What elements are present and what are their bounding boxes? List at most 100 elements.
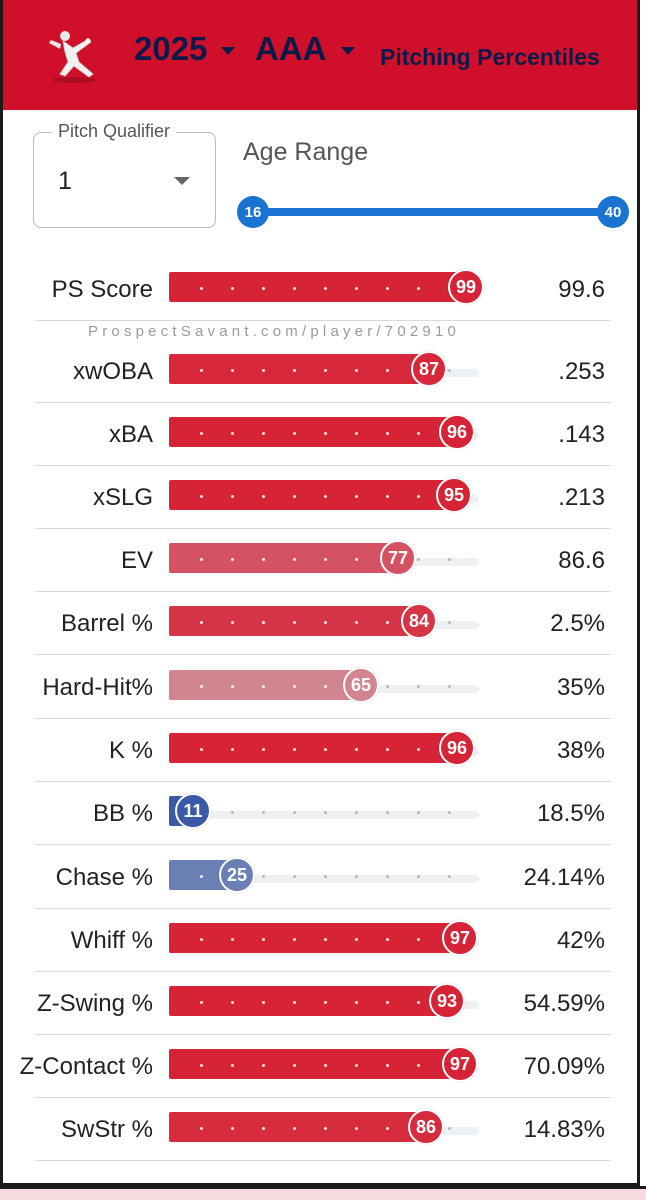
tick-dot xyxy=(231,938,234,941)
stat-label: Z-Swing % xyxy=(36,990,153,1017)
tick-dot xyxy=(386,287,389,290)
percentile-badge: 95 xyxy=(436,477,472,513)
stat-label: PS Score xyxy=(51,276,153,303)
tick-dot xyxy=(355,1001,358,1004)
tick-dot xyxy=(262,432,265,435)
tick-dot xyxy=(417,685,420,688)
tick-dot xyxy=(231,748,234,751)
header-bar: 2025 AAA Pitching Percentiles xyxy=(3,0,637,110)
tick-dot xyxy=(355,938,358,941)
tick-dot xyxy=(200,938,203,941)
stat-value: 24.14% xyxy=(523,864,605,891)
tick-dot xyxy=(293,1064,296,1067)
stat-label: SwStr % xyxy=(60,1116,153,1143)
row-divider xyxy=(35,465,611,466)
stat-value: 2.5% xyxy=(550,610,605,637)
tick-dot xyxy=(355,1064,358,1067)
tick-dot xyxy=(386,1064,389,1067)
tick-dot xyxy=(355,432,358,435)
percentile-bar xyxy=(169,986,447,1016)
stat-row: EV 77 86.6 xyxy=(3,529,637,592)
stat-row: Hard-Hit% 65 35% xyxy=(3,656,637,719)
level-select[interactable]: AAA xyxy=(255,30,355,68)
age-min-thumb[interactable]: 16 xyxy=(237,196,269,228)
tick-dot xyxy=(355,369,358,372)
pitch-qualifier-select[interactable]: Pitch Qualifier 1 xyxy=(33,121,216,228)
stat-row: xBA 96 .143 xyxy=(3,403,637,466)
percentile-bar xyxy=(169,1112,426,1142)
tick-dot xyxy=(231,558,234,561)
tick-dot xyxy=(262,1001,265,1004)
tick-dot xyxy=(448,811,451,814)
stat-row: xSLG 95 .213 xyxy=(3,466,637,529)
stat-value: .253 xyxy=(558,358,605,385)
stat-label: Chase % xyxy=(55,864,153,891)
stat-value: .213 xyxy=(558,484,605,511)
age-range-track[interactable] xyxy=(253,208,613,216)
tick-dot xyxy=(200,1001,203,1004)
stat-label: Barrel % xyxy=(60,610,153,637)
tick-dot xyxy=(231,811,234,814)
tick-dot xyxy=(262,1064,265,1067)
tick-dot xyxy=(448,1127,451,1130)
tick-dot xyxy=(386,369,389,372)
tick-dot xyxy=(355,1127,358,1130)
stat-label: Hard-Hit% xyxy=(42,674,153,701)
tick-dot xyxy=(324,432,327,435)
row-divider xyxy=(35,654,611,655)
row-divider xyxy=(35,971,611,972)
stat-value: 86.6 xyxy=(558,547,605,574)
row-divider xyxy=(35,718,611,719)
stat-row: Chase % 25 24.14% xyxy=(3,846,637,909)
tick-dot xyxy=(231,621,234,624)
tick-dot xyxy=(417,287,420,290)
row-divider xyxy=(35,781,611,782)
tick-dot xyxy=(200,1127,203,1130)
age-range-label: Age Range xyxy=(243,138,369,166)
percentile-badge: 97 xyxy=(442,1046,478,1082)
tick-dot xyxy=(386,748,389,751)
tick-dot xyxy=(324,938,327,941)
tick-dot xyxy=(200,685,203,688)
stat-row: BB % 11 18.5% xyxy=(3,782,637,845)
tick-dot xyxy=(293,495,296,498)
year-select[interactable]: 2025 xyxy=(134,30,236,68)
tick-dot xyxy=(293,685,296,688)
stat-label: xBA xyxy=(108,421,153,448)
page-title: Pitching Percentiles xyxy=(380,44,600,70)
tick-dot xyxy=(293,811,296,814)
tick-dots xyxy=(169,287,479,291)
tick-dot xyxy=(293,1127,296,1130)
stat-value: .143 xyxy=(558,421,605,448)
tick-dot xyxy=(262,811,265,814)
tick-dot xyxy=(324,685,327,688)
percentile-badge: 96 xyxy=(439,414,475,450)
tick-dot xyxy=(448,558,451,561)
stat-value: 70.09% xyxy=(523,1053,605,1080)
tick-dots xyxy=(169,748,479,752)
tick-dot xyxy=(200,748,203,751)
percentile-badge: 97 xyxy=(442,920,478,956)
row-divider xyxy=(35,528,611,529)
tick-dot xyxy=(231,369,234,372)
tick-dots xyxy=(169,495,479,499)
percentile-track xyxy=(169,811,479,819)
tick-dot xyxy=(417,558,420,561)
row-divider xyxy=(35,402,611,403)
year-value: 2025 xyxy=(134,30,208,67)
percentile-badge: 84 xyxy=(401,603,437,639)
tick-dot xyxy=(386,621,389,624)
tick-dot xyxy=(324,1127,327,1130)
tick-dot xyxy=(262,875,265,878)
percentile-badge: 25 xyxy=(219,857,255,893)
age-max-thumb[interactable]: 40 xyxy=(597,196,629,228)
tick-dot xyxy=(417,1064,420,1067)
stat-row: Z-Contact % 97 70.09% xyxy=(3,1035,637,1098)
tick-dot xyxy=(355,748,358,751)
tick-dot xyxy=(386,811,389,814)
percentile-bar xyxy=(169,923,460,953)
tick-dot xyxy=(324,748,327,751)
tick-dot xyxy=(324,287,327,290)
stat-value: 18.5% xyxy=(536,800,605,827)
row-divider xyxy=(35,908,611,909)
